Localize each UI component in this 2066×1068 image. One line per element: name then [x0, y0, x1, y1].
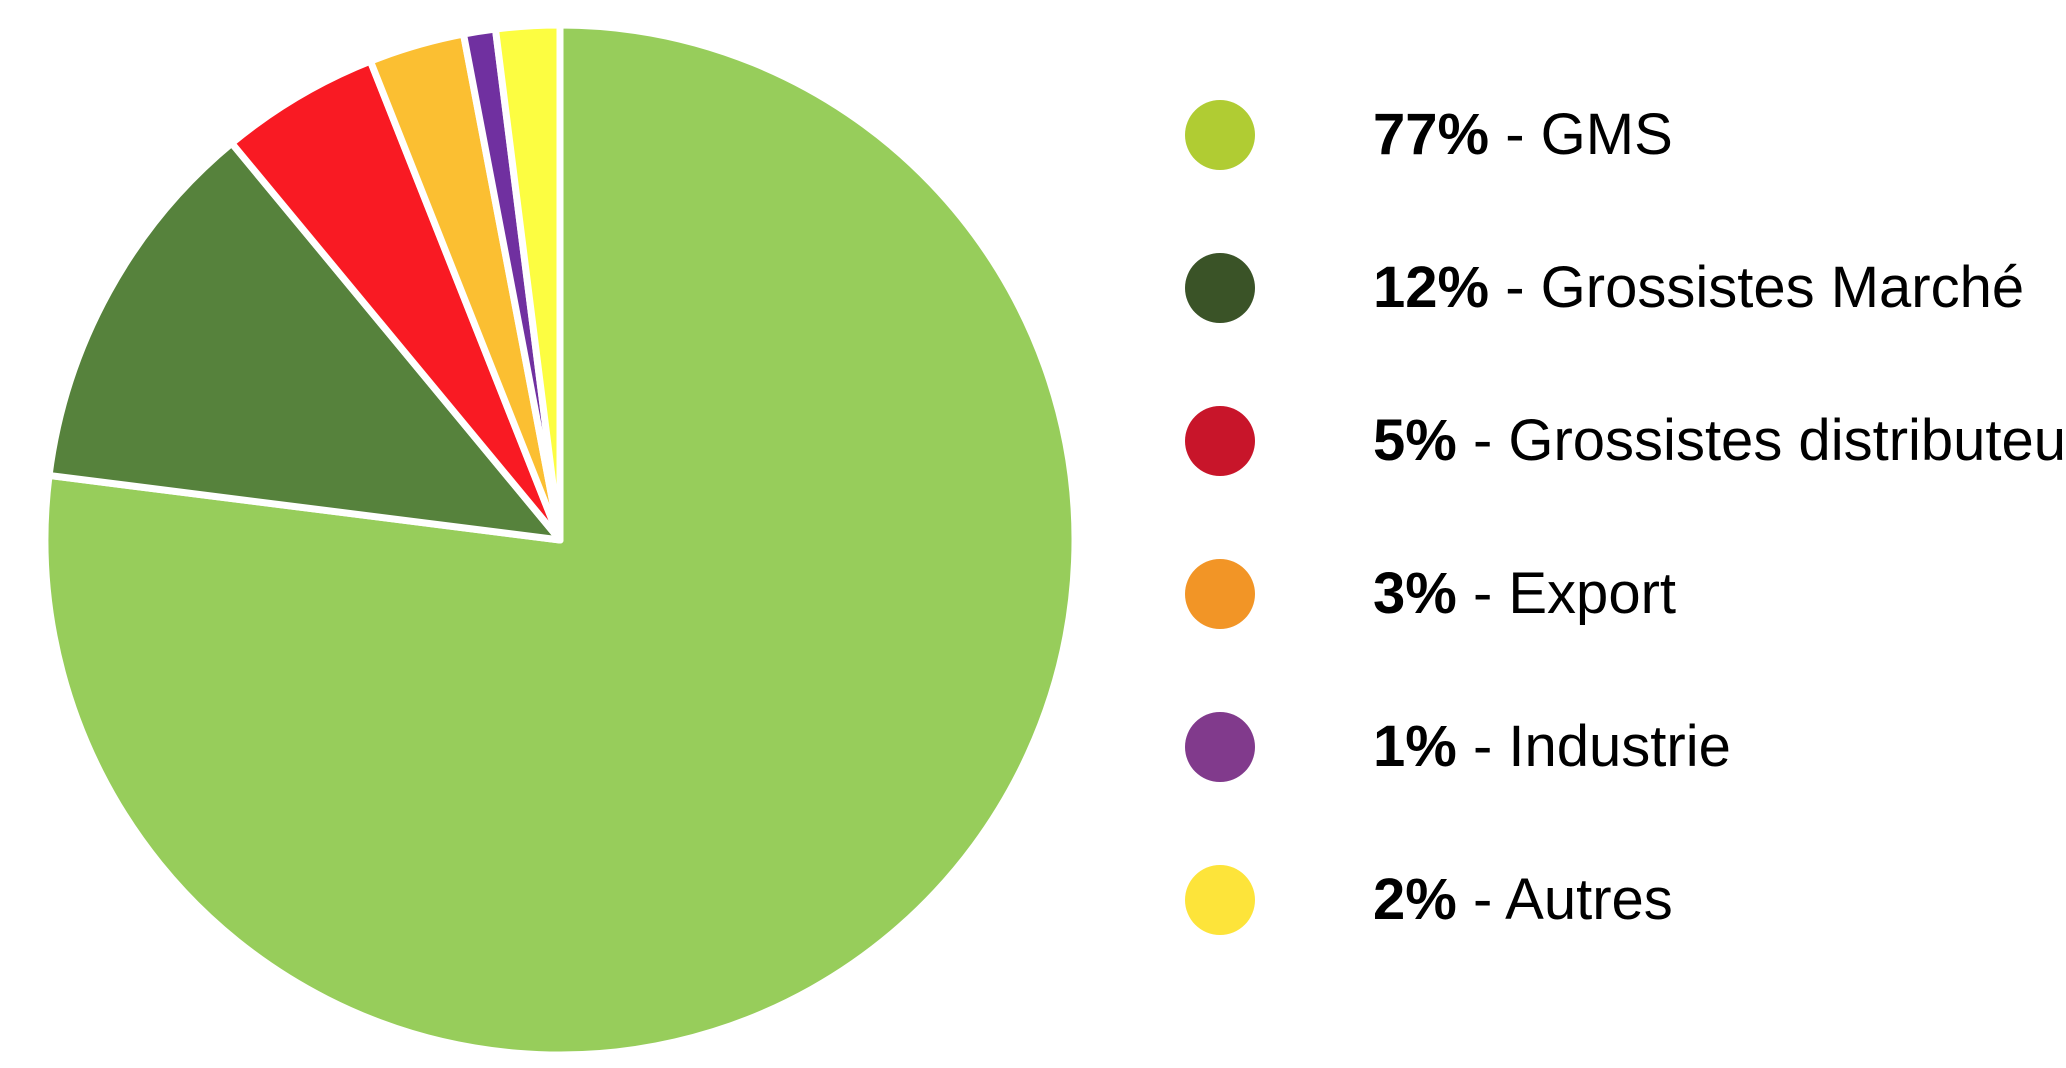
legend-category-name: Grossistes distributeurs	[1508, 408, 2066, 473]
legend-item: 2% - Autres	[1185, 865, 2045, 1018]
legend-separator: -	[1456, 408, 1509, 473]
legend-separator: -	[1489, 255, 1541, 320]
legend-percent: 12%	[1373, 255, 1490, 320]
legend-separator: -	[1456, 561, 1509, 626]
legend-swatch-icon	[1185, 253, 1255, 323]
pie-slice-grossistes-march-	[45, 139, 564, 544]
legend-swatch-icon	[1185, 100, 1255, 170]
legend-percent: 3%	[1373, 561, 1457, 626]
legend-label: 3% - Export	[1373, 559, 1676, 629]
legend-separator: -	[1456, 867, 1506, 932]
legend-percent: 77%	[1373, 102, 1490, 167]
legend-category-name: Industrie	[1508, 714, 1731, 779]
legend-category-name: Export	[1508, 561, 1677, 626]
legend-category-name: GMS	[1540, 102, 1673, 167]
chart-legend: 77% - GMS 12% - Grossistes Marché 5% - Gro…	[1185, 100, 2066, 1018]
legend-item: 3% - Export	[1185, 559, 2045, 712]
legend-category-name: Autres	[1505, 867, 1673, 932]
legend-category-name: Grossistes Marché	[1540, 255, 2025, 320]
legend-item: 77% - GMS	[1185, 100, 2045, 253]
legend-label: 1% - Industrie	[1373, 712, 1731, 782]
legend-swatch-icon	[1185, 712, 1255, 782]
legend-label: 12% - Grossistes Marché	[1373, 253, 2024, 323]
legend-item: 5% - Grossistes distributeurs	[1185, 406, 2066, 559]
legend-label: 2% - Autres	[1373, 865, 1673, 935]
legend-percent: 5%	[1373, 408, 1457, 473]
legend-swatch-icon	[1185, 559, 1255, 629]
legend-percent: 1%	[1373, 714, 1457, 779]
legend-label: 77% - GMS	[1373, 100, 1673, 170]
legend-item: 12% - Grossistes Marché	[1185, 253, 2045, 406]
legend-item: 1% - Industrie	[1185, 712, 2045, 865]
legend-swatch-icon	[1185, 406, 1255, 476]
legend-percent: 2%	[1373, 867, 1457, 932]
pie-plot-area	[45, 21, 1075, 1055]
legend-label: 5% - Grossistes distributeurs	[1373, 406, 2066, 476]
legend-separator: -	[1489, 102, 1541, 167]
legend-swatch-icon	[1185, 865, 1255, 935]
pie-slice-autres	[491, 21, 564, 544]
legend-separator: -	[1456, 714, 1509, 779]
